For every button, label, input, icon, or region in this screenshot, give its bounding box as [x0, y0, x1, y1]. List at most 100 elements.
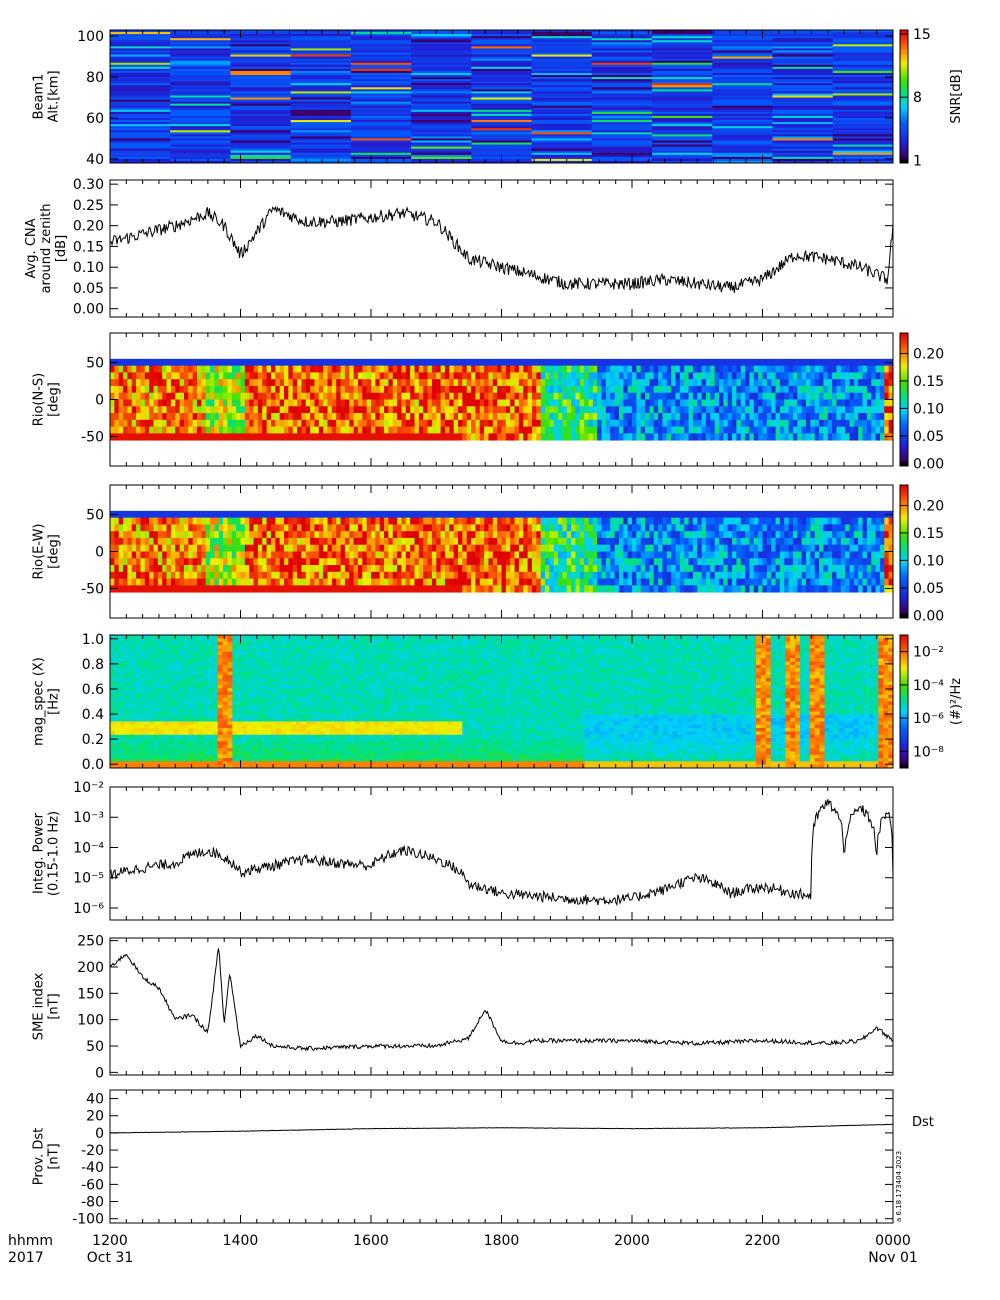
- heatmap-cell: [702, 433, 707, 440]
- heatmap-cell: [671, 379, 676, 386]
- heatmap-cell: [328, 386, 333, 393]
- heatmap-cell: [819, 379, 824, 386]
- heatmap-cell: [258, 558, 263, 565]
- heatmap-cell: [623, 538, 628, 545]
- heatmap-cell: [319, 572, 324, 579]
- heatmap-cell: [306, 558, 311, 565]
- heatmap-cell: [254, 366, 259, 373]
- heatmap-cell: [323, 531, 328, 538]
- heatmap-cell: [423, 366, 428, 373]
- heatmap-cell: [149, 433, 154, 440]
- heatmap-cell: [275, 413, 280, 420]
- heatmap-cell: [745, 420, 750, 427]
- heatmap-cell: [314, 531, 319, 538]
- heatmap-cell: [114, 585, 119, 592]
- heatmap-cell: [323, 572, 328, 579]
- heatmap-cell: [536, 579, 541, 586]
- heatmap-cell: [532, 524, 537, 531]
- heatmap-cell: [384, 433, 389, 440]
- heatmap-cell: [310, 372, 315, 379]
- heatmap-cell: [519, 420, 524, 427]
- heatmap-cell: [723, 372, 728, 379]
- heatmap-cell: [293, 379, 298, 386]
- heatmap-cell: [254, 420, 259, 427]
- heatmap-cell: [349, 379, 354, 386]
- heatmap-cell: [641, 433, 646, 440]
- heatmap-cell: [332, 359, 337, 366]
- y-tick-label: 0.25: [73, 198, 104, 214]
- heatmap-cell: [797, 538, 802, 545]
- heatmap-cell: [850, 406, 855, 413]
- heatmap-cell: [436, 433, 441, 440]
- heatmap-cell: [776, 558, 781, 565]
- heatmap-cell: [206, 406, 211, 413]
- heatmap-cell: [297, 552, 302, 559]
- heatmap-cell: [493, 406, 498, 413]
- heatmap-cell: [575, 413, 580, 420]
- heatmap-cell: [136, 393, 141, 400]
- heatmap-cell: [262, 579, 267, 586]
- heatmap-cell: [371, 379, 376, 386]
- heatmap-cell: [423, 572, 428, 579]
- heatmap-cell: [171, 545, 176, 552]
- heatmap-cell: [384, 386, 389, 393]
- heatmap-cell: [410, 585, 415, 592]
- heatmap-cell: [776, 585, 781, 592]
- heatmap-cell: [458, 400, 463, 407]
- heatmap-cell: [776, 552, 781, 559]
- heatmap-cell: [828, 433, 833, 440]
- heatmap-cell: [662, 427, 667, 434]
- heatmap-cell: [188, 386, 193, 393]
- heatmap-cell: [697, 511, 702, 518]
- heatmap-cell: [580, 413, 585, 420]
- heatmap-cell: [836, 379, 841, 386]
- heatmap-cell: [423, 579, 428, 586]
- heatmap-cell: [197, 511, 202, 518]
- heatmap-cell: [171, 413, 176, 420]
- heatmap-cell: [658, 552, 663, 559]
- heatmap-cell: [741, 359, 746, 366]
- heatmap-cell: [214, 359, 219, 366]
- heatmap-cell: [710, 572, 715, 579]
- heatmap-cell: [140, 518, 145, 525]
- heatmap-cell: [232, 379, 237, 386]
- heatmap-cell: [236, 366, 241, 373]
- heatmap-cell: [493, 538, 498, 545]
- heatmap-cell: [149, 413, 154, 420]
- heatmap-cell: [310, 531, 315, 538]
- heatmap-cell: [636, 565, 641, 572]
- heatmap-cell: [658, 518, 663, 525]
- heatmap-cell: [449, 552, 454, 559]
- heatmap-cell: [628, 427, 633, 434]
- heatmap-cell: [523, 585, 528, 592]
- heatmap-cell: [367, 413, 372, 420]
- heatmap-cell: [771, 579, 776, 586]
- heatmap-cell: [793, 359, 798, 366]
- heatmap-cell: [367, 393, 372, 400]
- heatmap-cell: [528, 427, 533, 434]
- heatmap-cell: [488, 413, 493, 420]
- heatmap-cell: [149, 406, 154, 413]
- heatmap-cell: [258, 572, 263, 579]
- heatmap-cell: [780, 518, 785, 525]
- heatmap-cell: [797, 379, 802, 386]
- heatmap-cell: [671, 518, 676, 525]
- heatmap-cell: [684, 572, 689, 579]
- heatmap-cell: [210, 427, 215, 434]
- heatmap-cell: [793, 565, 798, 572]
- heatmap-cell: [458, 518, 463, 525]
- heatmap-cell: [719, 585, 724, 592]
- heatmap-cell: [593, 406, 598, 413]
- heatmap-cell: [789, 366, 794, 373]
- heatmap-cell: [806, 433, 811, 440]
- heatmap-cell: [758, 427, 763, 434]
- heatmap-cell: [571, 413, 576, 420]
- heatmap-cell: [310, 400, 315, 407]
- heatmap-cell: [610, 413, 615, 420]
- heatmap-cell: [610, 585, 615, 592]
- heatmap-cell: [441, 413, 446, 420]
- heatmap-cell: [541, 433, 546, 440]
- heatmap-cell: [488, 552, 493, 559]
- heatmap-cell: [471, 545, 476, 552]
- heatmap-cell: [132, 538, 137, 545]
